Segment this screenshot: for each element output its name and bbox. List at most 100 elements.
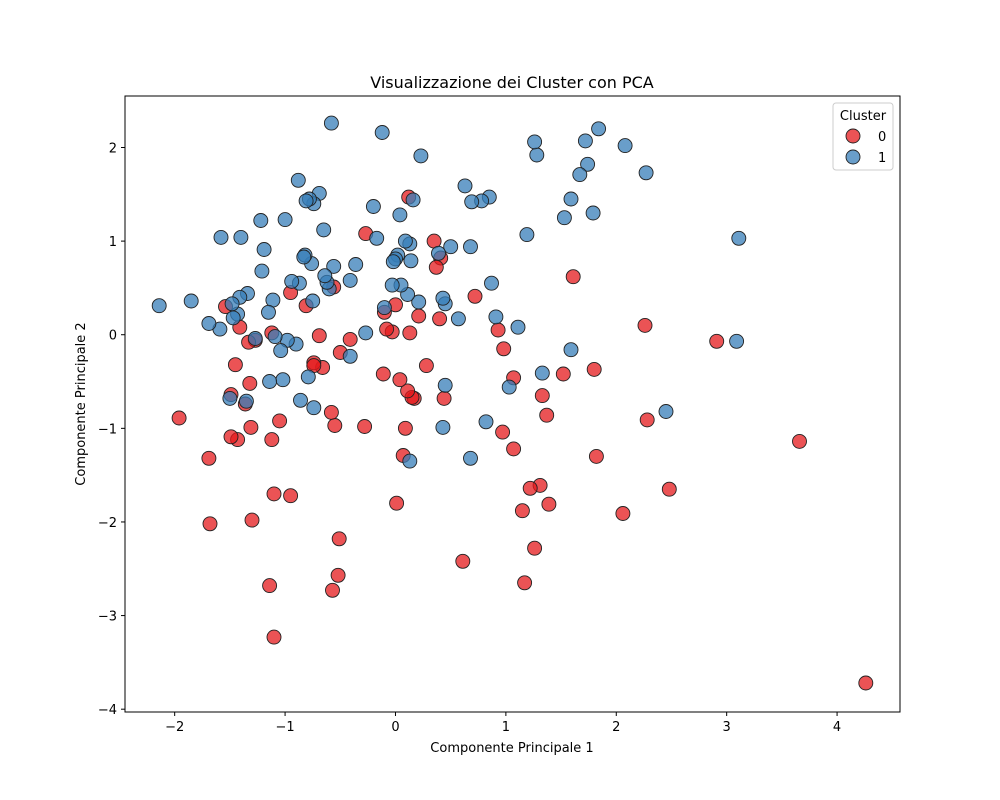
data-point-cluster-1 [437, 377, 453, 393]
data-point-cluster-1 [457, 178, 473, 194]
data-point-cluster-1 [435, 419, 451, 435]
data-point-cluster-1 [443, 239, 459, 255]
data-point-cluster-1 [369, 230, 385, 246]
data-point-cluster-1 [273, 343, 289, 359]
data-point-cluster-0 [792, 433, 807, 449]
data-point-cluster-0 [402, 325, 418, 341]
data-point-cluster-1 [323, 115, 339, 131]
data-point-cluster-0 [311, 328, 327, 344]
data-point-cluster-1 [151, 298, 167, 314]
data-point-cluster-0 [262, 578, 278, 594]
data-point-cluster-1 [731, 230, 747, 246]
y-tick-label: −1 [98, 422, 117, 437]
data-point-cluster-1 [431, 245, 446, 261]
data-point-cluster-0 [522, 480, 538, 496]
data-point-cluster-0 [392, 372, 408, 388]
x-axis-label: Componente Principale 1 [430, 741, 593, 756]
data-point-cluster-1 [478, 414, 494, 430]
data-point-cluster-1 [464, 194, 480, 210]
y-tick-label: 2 [109, 141, 117, 156]
data-point-cluster-0 [418, 358, 434, 374]
x-tick-label: 1 [502, 720, 510, 735]
data-point-cluster-1 [305, 293, 321, 309]
data-point-cluster-1 [225, 310, 241, 326]
data-point-cluster-1 [247, 331, 263, 346]
data-point-cluster-0 [331, 531, 347, 547]
data-point-cluster-1 [411, 294, 427, 310]
data-point-cluster-1 [488, 309, 504, 325]
data-point-cluster-1 [284, 273, 300, 289]
plot-frame [124, 95, 901, 713]
data-point-cluster-1 [392, 207, 408, 223]
data-point-cluster-1 [403, 253, 419, 269]
data-point-cluster-1 [658, 404, 674, 419]
data-point-cluster-1 [463, 239, 478, 255]
data-point-cluster-1 [293, 392, 308, 408]
legend-marker-cluster-0 [845, 128, 861, 144]
data-point-cluster-1 [254, 263, 270, 279]
data-point-cluster-0 [858, 675, 874, 691]
data-point-cluster-0 [243, 419, 259, 435]
data-point-cluster-1 [275, 372, 291, 388]
data-point-cluster-0 [327, 418, 343, 433]
data-point-cluster-1 [484, 275, 499, 291]
data-point-cluster-0 [223, 429, 239, 445]
data-point-cluster-1 [519, 227, 535, 243]
data-point-cluster-1 [348, 257, 364, 272]
y-tick-label: 1 [109, 235, 117, 250]
data-point-cluster-0 [227, 357, 243, 373]
data-point-cluster-0 [490, 322, 506, 338]
data-point-cluster-1 [413, 148, 429, 164]
data-point-cluster-1 [729, 333, 745, 349]
legend-marker-cluster-1 [845, 149, 861, 165]
data-point-cluster-1 [385, 254, 401, 270]
data-point-cluster-1 [585, 205, 601, 221]
data-point-cluster-1 [384, 277, 400, 293]
data-point-cluster-1 [572, 167, 588, 183]
data-point-cluster-0 [455, 553, 471, 569]
data-point-cluster-0 [541, 496, 557, 512]
data-point-cluster-0 [397, 420, 413, 436]
data-point-cluster-1 [591, 121, 607, 137]
data-point-cluster-1 [397, 233, 413, 249]
data-point-cluster-0 [330, 567, 346, 583]
chart-title: Visualizzazione dei Cluster con PCA [370, 73, 654, 92]
data-point-cluster-1 [256, 242, 272, 257]
data-point-cluster-0 [266, 486, 282, 502]
data-point-cluster-0 [411, 308, 427, 324]
legend-label-cluster-0: 0 [878, 130, 886, 145]
data-point-cluster-0 [432, 311, 448, 327]
data-point-cluster-0 [506, 441, 522, 457]
data-point-cluster-0 [171, 410, 187, 426]
data-point-cluster-1 [262, 374, 278, 389]
data-point-cluster-0 [202, 516, 218, 532]
data-point-cluster-1 [317, 268, 333, 284]
legend-title: Cluster [840, 109, 887, 124]
data-point-cluster-0 [467, 288, 483, 304]
data-point-cluster-0 [379, 321, 395, 337]
data-point-cluster-1 [580, 156, 596, 172]
data-point-cluster-0 [661, 481, 677, 497]
legend-label-cluster-1: 1 [878, 151, 886, 166]
data-point-cluster-0 [534, 388, 550, 404]
data-point-cluster-0 [323, 404, 339, 420]
data-point-cluster-1 [253, 213, 269, 228]
data-point-cluster-0 [586, 361, 602, 377]
data-point-cluster-1 [510, 319, 526, 335]
data-point-cluster-0 [495, 424, 511, 440]
data-point-cluster-1 [222, 390, 238, 406]
y-tick-label: −4 [98, 703, 117, 718]
data-point-cluster-1 [277, 212, 293, 228]
data-point-cluster-0 [637, 317, 653, 333]
data-point-cluster-1 [306, 400, 322, 416]
data-point-cluster-1 [405, 192, 421, 208]
data-point-cluster-0 [709, 333, 725, 349]
x-tick-label: 2 [612, 720, 620, 735]
data-point-cluster-0 [588, 448, 604, 464]
data-point-cluster-0 [244, 512, 260, 528]
data-point-cluster-1 [376, 300, 392, 316]
data-point-cluster-1 [358, 325, 374, 341]
legend: Cluster 0 1 [832, 102, 894, 171]
data-point-cluster-0 [283, 488, 299, 504]
